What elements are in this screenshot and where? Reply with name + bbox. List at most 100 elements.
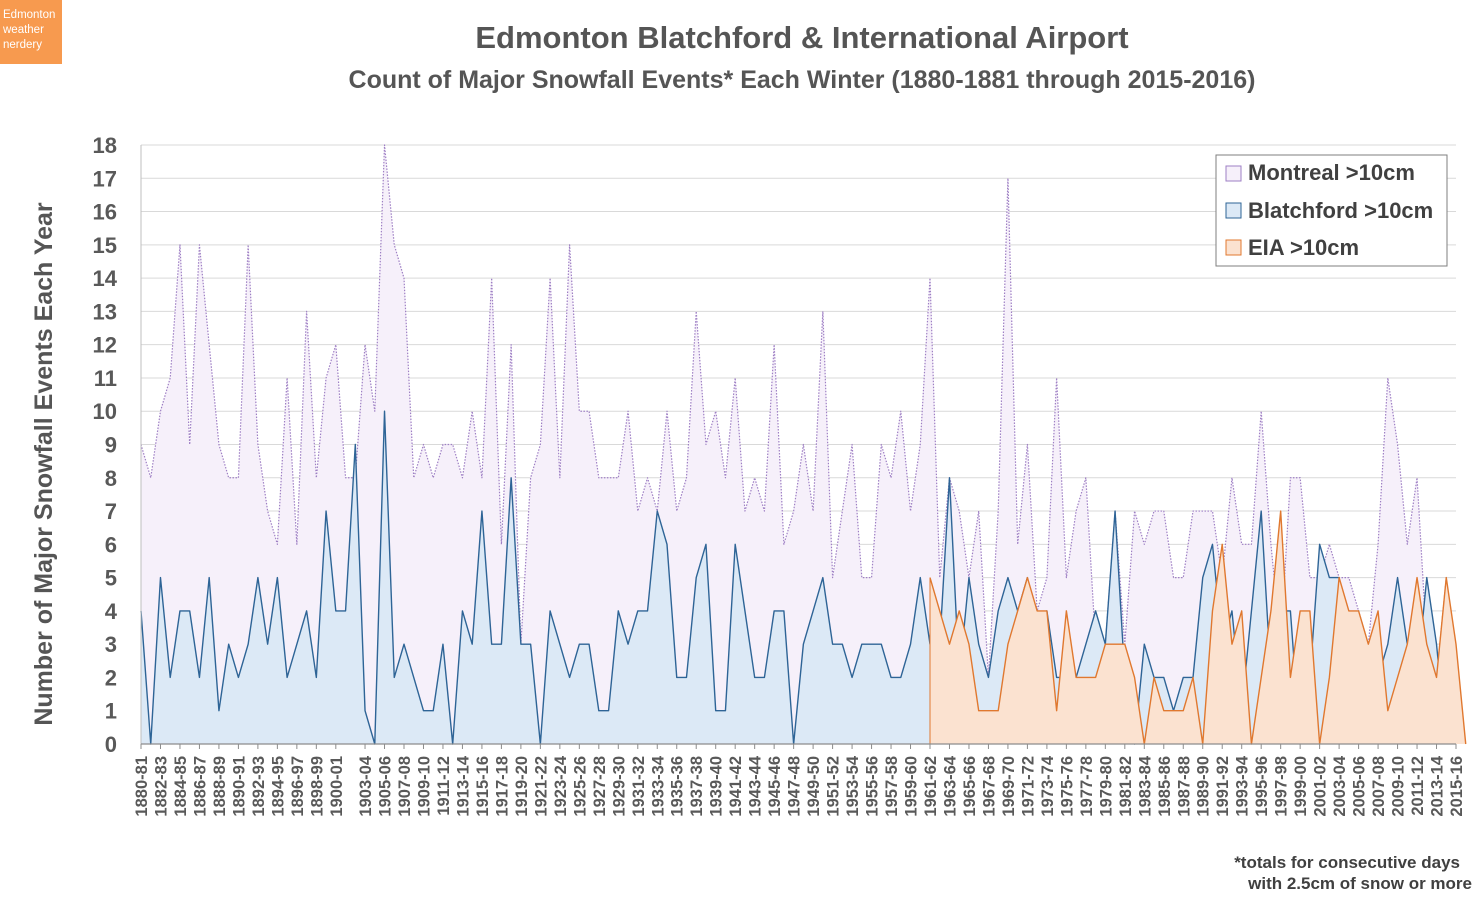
y-tick-label: 1	[105, 699, 117, 724]
y-tick-label: 9	[105, 433, 117, 458]
x-tick-label: 1995-96	[1253, 756, 1271, 817]
x-tick-label: 1921-22	[532, 756, 550, 817]
x-tick-label: 1915-16	[474, 756, 492, 817]
x-tick-label: 1971-72	[1019, 756, 1037, 817]
y-tick-label: 3	[105, 632, 117, 657]
x-tick-label: 1925-26	[571, 756, 589, 817]
legend-swatch-blatchford	[1225, 202, 1242, 219]
x-tick-label: 1981-82	[1117, 756, 1135, 817]
x-tick-label: 2007-08	[1370, 756, 1388, 817]
x-tick-label: 1965-66	[961, 756, 979, 817]
x-tick-label: 1953-54	[844, 755, 862, 816]
x-tick-label: 1931-32	[630, 756, 648, 817]
x-tick-label: 1993-94	[1234, 755, 1252, 816]
y-tick-label: 8	[105, 466, 117, 491]
y-axis-label: Number of Major Snowfall Events Each Yea…	[30, 202, 58, 726]
x-tick-label: 1896-97	[289, 756, 307, 817]
x-tick-label: 1911-12	[435, 756, 453, 816]
area-eia	[930, 511, 1466, 744]
x-tick-label: 1999-00	[1292, 756, 1310, 817]
y-tick-label: 10	[93, 399, 117, 424]
x-tick-label: 1913-14	[454, 755, 472, 816]
x-tick-label: 1927-28	[591, 756, 609, 817]
x-tick-label: 1909-10	[415, 756, 433, 817]
line-eia	[929, 510, 1467, 745]
x-tick-label: 1991-92	[1214, 756, 1232, 817]
legend-label-blatchford: Blatchford >10cm	[1248, 198, 1433, 223]
x-tick-label: 1987-88	[1175, 756, 1193, 817]
y-tick-label: 15	[93, 233, 117, 258]
x-tick-label: 1973-74	[1039, 755, 1057, 816]
x-tick-label: 1900-01	[328, 756, 346, 817]
x-tick-label: 1917-18	[493, 756, 511, 817]
footnote-line-1: *totals for consecutive days	[1234, 853, 1460, 872]
x-tick-label: 1955-56	[864, 756, 882, 817]
y-tick-label: 16	[93, 200, 117, 225]
y-tick-label: 5	[105, 566, 117, 591]
footnote-line-2: with 2.5cm of snow or more	[1247, 874, 1472, 893]
x-tick-label: 1975-76	[1058, 756, 1076, 817]
y-tick-label: 2	[105, 665, 117, 690]
y-tick-label: 11	[94, 366, 117, 391]
x-tick-label: 1951-52	[825, 756, 843, 817]
x-tick-label: 1905-06	[377, 756, 395, 817]
x-tick-label: 1977-78	[1078, 756, 1096, 817]
x-tick-label: 1939-40	[708, 756, 726, 817]
x-tick-label: 2005-06	[1351, 756, 1369, 817]
chart-subtitle: Count of Major Snowfall Events* Each Win…	[349, 66, 1256, 94]
y-tick-label: 18	[93, 133, 117, 158]
x-tick-label: 1907-08	[396, 756, 414, 817]
y-tick-label: 12	[93, 333, 117, 358]
x-tick-label: 1959-60	[903, 756, 921, 817]
axes	[140, 145, 1456, 745]
x-tick-label: 1945-46	[766, 756, 784, 817]
chart-title: Edmonton Blatchford & International Airp…	[475, 20, 1128, 55]
x-tick-label: 1941-42	[727, 756, 745, 817]
badge-line-2: weather	[3, 24, 44, 36]
x-tick-label: 1969-70	[1000, 756, 1018, 817]
x-tick-label: 1943-44	[747, 755, 765, 816]
y-tick-label: 4	[105, 599, 118, 624]
y-tick-label: 6	[105, 532, 117, 557]
x-tick-label: 2009-10	[1390, 756, 1408, 817]
legend-swatch-montreal	[1225, 165, 1242, 182]
x-tick-label: 1979-80	[1097, 756, 1115, 817]
badge-line-3: nerdery	[3, 39, 42, 51]
x-tick-label: 1929-30	[610, 756, 628, 817]
x-tick-label: 1890-91	[230, 756, 248, 817]
x-tick-label: 1949-50	[805, 756, 823, 817]
x-tick-label: 2011-12	[1409, 756, 1427, 816]
line-montreal	[140, 144, 1457, 745]
y-tick-label: 14	[93, 266, 118, 291]
x-tick-label: 1961-62	[922, 756, 940, 817]
x-tick-label: 1997-98	[1273, 756, 1291, 817]
x-tick-label: 1886-87	[191, 756, 209, 817]
x-tick-label: 1923-24	[552, 755, 570, 816]
x-tick-label: 2003-04	[1331, 755, 1349, 816]
x-tick-label: 1892-93	[250, 756, 268, 817]
x-tick-label: 1985-86	[1156, 756, 1174, 817]
x-tick-label: 1882-83	[152, 756, 170, 817]
x-tick-label: 1989-90	[1195, 756, 1213, 817]
x-tick-label: 1937-38	[688, 756, 706, 817]
area-montreal	[141, 145, 1456, 744]
x-tick-label: 1933-34	[649, 755, 667, 816]
x-tick-label: 1898-99	[308, 756, 326, 817]
legend: Montreal >10cm Blatchford >10cm EIA >10c…	[1215, 154, 1448, 267]
x-tick-label: 1884-85	[172, 756, 190, 817]
legend-label-montreal: Montreal >10cm	[1248, 160, 1415, 185]
badge-line-1: Edmonton	[3, 9, 56, 21]
y-tick-label: 7	[105, 499, 117, 524]
x-tick-label: 1935-36	[669, 756, 687, 817]
x-tick-label: 1894-95	[269, 756, 287, 817]
legend-box	[1215, 154, 1448, 267]
x-tick-labels: 1880-81 1882-83 1884-85 1886-87 1888-89 1890-…	[133, 744, 1466, 817]
x-tick-label: 1963-64	[941, 755, 959, 816]
y-tick-label: 0	[105, 732, 117, 757]
x-tick-label: 1888-89	[211, 756, 229, 817]
x-tick-label: 2013-14	[1429, 755, 1447, 816]
x-tick-label: 1967-68	[980, 756, 998, 817]
legend-label-eia: EIA >10cm	[1248, 235, 1359, 260]
